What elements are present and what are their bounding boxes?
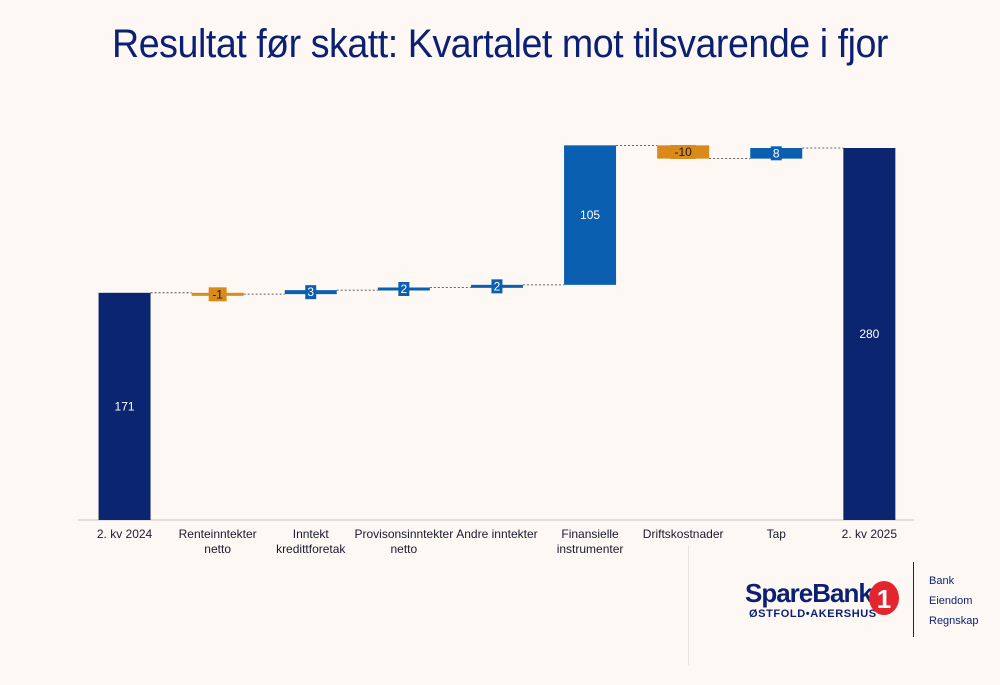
logo-mark: 1	[869, 581, 899, 615]
data-label-8: 280	[859, 327, 879, 341]
tick-label-5-1: instrumenter	[557, 542, 624, 556]
tick-label-1-0: Renteinntekter	[179, 527, 257, 541]
footer-divider	[688, 545, 689, 665]
logo-divider	[913, 562, 914, 637]
data-labels: 171 -1 3 2 2 105 -10 8 280	[115, 144, 880, 413]
bar-5	[564, 145, 617, 285]
logo-name: SpareBank	[745, 578, 873, 608]
data-label-4: 2	[494, 279, 501, 293]
service-bank: Bank	[929, 575, 955, 587]
tick-label-6-0: Driftskostnader	[643, 527, 724, 541]
tick-label-1-1: netto	[204, 542, 231, 556]
data-label-bg-3	[398, 282, 410, 296]
tick-label-2-0: Inntekt	[293, 527, 330, 541]
data-label-bg-2	[305, 285, 317, 300]
tick-label-0-0: 2. kv 2024	[97, 527, 153, 541]
data-label-bg-1	[208, 287, 227, 302]
bar-8	[843, 148, 896, 520]
tick-label-4-0: Andre inntekter	[456, 527, 537, 541]
x-tick-labels: 2. kv 2024 RenteinntekternettoInntektkred…	[97, 527, 897, 556]
service-eiendom: Eiendom	[929, 595, 973, 607]
data-label-6: -10	[674, 145, 692, 159]
connector-lines	[150, 144, 844, 295]
tick-label-8-0: 2. kv 2025	[842, 527, 898, 541]
data-label-2: 3	[307, 285, 314, 299]
data-label-3: 2	[401, 282, 408, 296]
logo-mark-text: 1	[877, 584, 891, 614]
data-label-7: 8	[773, 146, 780, 160]
tick-label-3-1: netto	[390, 542, 417, 556]
data-label-bg-4	[491, 279, 503, 294]
data-label-bg-7	[770, 146, 782, 161]
data-label-bg-6	[670, 144, 696, 159]
chart-title: Resultat før skatt: Kvartalet mot tilsva…	[112, 22, 888, 66]
bar-0	[98, 292, 151, 520]
tick-label-5-0: Finansielle	[561, 527, 619, 541]
bars	[98, 145, 896, 520]
service-regnskap: Regnskap	[929, 615, 979, 627]
logo-subtitle: ØSTFOLD•AKERSHUS	[749, 608, 877, 620]
tick-label-2-1: kredittforetak	[276, 542, 346, 556]
data-label-1: -1	[212, 287, 223, 301]
sparebank-logo: SpareBank ØSTFOLD•AKERSHUS 1	[745, 578, 905, 624]
data-label-0: 171	[115, 399, 135, 413]
data-label-5: 105	[580, 208, 600, 222]
tick-label-3-0: Provisonsinntekter	[354, 527, 453, 541]
waterfall-chart: 171 -1 3 2 2 105 -10 8 280 2. kv 2024 Renteinntek…	[78, 144, 914, 556]
tick-label-7-0: Tap	[767, 527, 787, 541]
